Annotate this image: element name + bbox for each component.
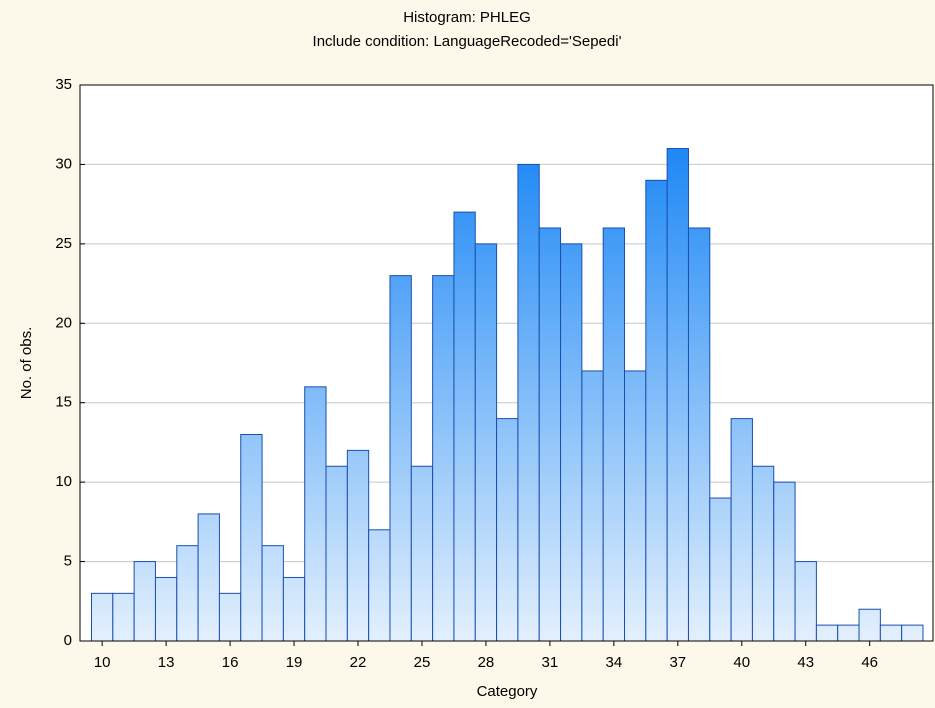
x-tick-label: 40: [733, 654, 750, 671]
y-tick-label: 10: [55, 473, 72, 490]
chart-subtitle: Include condition: LanguageRecoded='Sepe…: [313, 33, 622, 50]
chart-title: Histogram: PHLEG: [403, 9, 531, 26]
bar: [154, 576, 178, 642]
bar: [282, 576, 306, 642]
bar: [538, 227, 562, 642]
bar: [581, 370, 604, 642]
bar: [346, 449, 370, 642]
bar: [602, 227, 626, 642]
bar: [560, 243, 583, 642]
y-tick-label: 0: [64, 632, 72, 649]
plot-frame: [79, 84, 934, 642]
x-tick-label: 25: [414, 654, 431, 671]
bar: [815, 624, 839, 642]
y-tick-label: 35: [55, 76, 72, 93]
bar: [773, 481, 796, 642]
x-tick-label: 22: [350, 654, 367, 671]
bar: [240, 433, 263, 642]
bar: [666, 148, 689, 642]
bar: [112, 592, 135, 642]
x-tick-label: 46: [861, 654, 878, 671]
y-tick-label: 25: [55, 235, 72, 252]
x-tick-label: 16: [222, 654, 239, 671]
y-axis-label: No. of obs.: [18, 327, 35, 400]
bar: [91, 592, 114, 642]
bar: [858, 608, 881, 642]
bar: [176, 545, 199, 642]
bar: [261, 545, 284, 642]
x-tick-label: 43: [797, 654, 814, 671]
x-tick-label: 28: [478, 654, 495, 671]
bar: [325, 465, 348, 642]
bar: [453, 211, 476, 642]
bar: [901, 624, 924, 642]
x-tick-label: 31: [542, 654, 559, 671]
bar: [624, 370, 647, 642]
y-tick-label: 5: [64, 553, 72, 570]
x-tick-label: 37: [669, 654, 686, 671]
bar: [709, 497, 732, 642]
bar: [645, 179, 668, 642]
y-tick-label: 30: [55, 155, 72, 172]
x-tick-label: 13: [158, 654, 175, 671]
bar: [687, 227, 711, 642]
bar: [197, 513, 220, 642]
bar: [496, 418, 519, 642]
bar: [389, 275, 412, 642]
y-tick-label: 20: [55, 314, 72, 331]
bar: [730, 418, 753, 642]
bar: [368, 529, 391, 642]
bar: [218, 592, 242, 642]
bar: [474, 243, 498, 642]
bar: [304, 386, 327, 642]
bar: [751, 465, 775, 642]
x-axis-label: Category: [477, 683, 538, 700]
bar: [879, 624, 903, 642]
bar: [837, 624, 860, 642]
x-tick-label: 34: [606, 654, 623, 671]
bar: [517, 163, 540, 642]
bar: [432, 275, 455, 642]
bar: [410, 465, 434, 642]
x-tick-label: 10: [94, 654, 111, 671]
bar: [133, 561, 156, 642]
y-tick-label: 15: [55, 394, 72, 411]
bar: [794, 561, 817, 642]
x-tick-label: 19: [286, 654, 303, 671]
